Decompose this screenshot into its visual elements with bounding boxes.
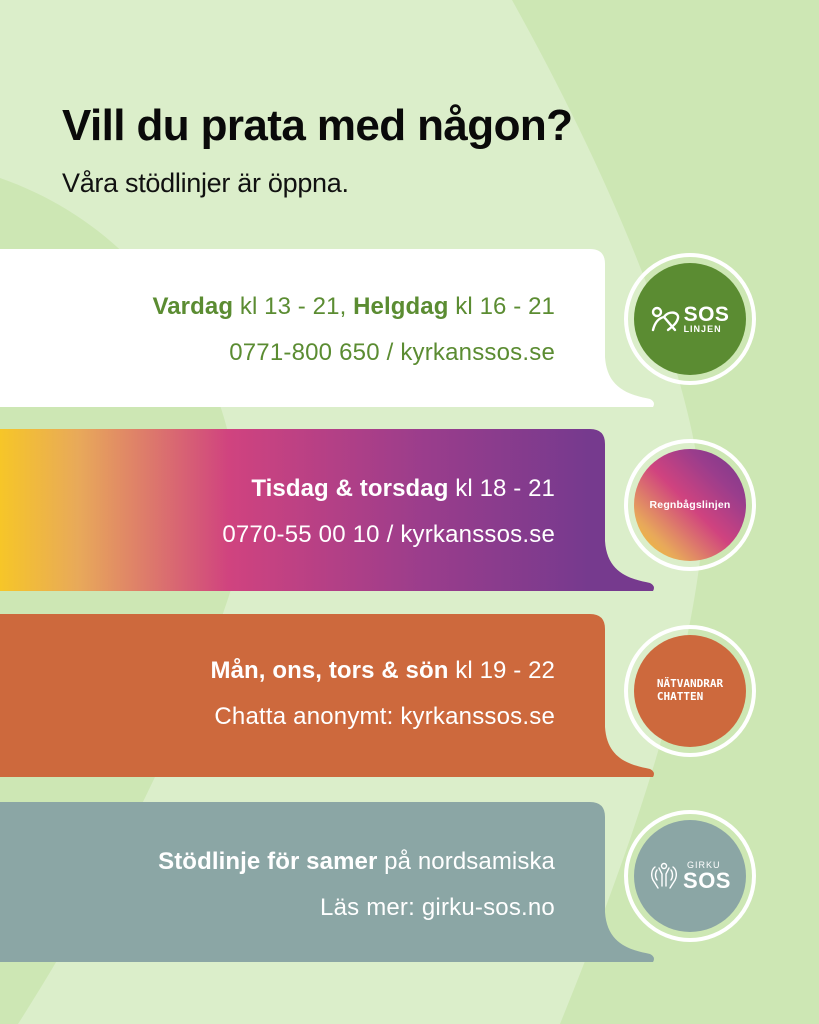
- logo-title: NÄTVANDRAR: [656, 677, 724, 691]
- contact-link[interactable]: Chatta anonymt: kyrkanssos.se: [214, 703, 555, 730]
- logo-title: SOS: [683, 867, 731, 893]
- support-line-sos-linjen: Vardag kl 13 - 21, Helgdag kl 16 - 21 07…: [0, 249, 660, 409]
- sos-linjen-logo[interactable]: SOS LINJEN: [624, 253, 756, 385]
- schedule-text: Tisdag & torsdag kl 18 - 21: [251, 475, 555, 502]
- schedule-text: Mån, ons, tors & sön kl 19 - 22: [210, 657, 555, 684]
- heart-people-icon: [651, 306, 679, 332]
- logo-title: Regnbågslinjen: [649, 499, 731, 511]
- speech-bubble-shape: [0, 429, 654, 591]
- speech-bubble-shape: [0, 614, 654, 777]
- support-line-natvandrarchatten: Mån, ons, tors & sön kl 19 - 22 Chatta a…: [0, 614, 660, 780]
- speech-bubble-shape: [0, 249, 654, 407]
- support-line-girku-sos: Stödlinje för samer på nordsamiska Läs m…: [0, 802, 660, 964]
- logo-title: SOS: [683, 303, 730, 326]
- page-subtitle: Våra stödlinjer är öppna.: [62, 168, 349, 198]
- regnbagslinjen-logo[interactable]: Regnbågslinjen: [624, 439, 756, 571]
- logo-subtitle: CHATTEN: [656, 690, 704, 703]
- page-title: Vill du prata med någon?: [62, 101, 573, 150]
- schedule-text: Vardag kl 13 - 21, Helgdag kl 16 - 21: [152, 293, 555, 320]
- speech-bubble-shape: [0, 802, 654, 962]
- support-line-regnbagslinjen: Tisdag & torsdag kl 18 - 21 0770-55 00 1…: [0, 429, 660, 594]
- natvandrarchatten-logo[interactable]: NÄTVANDRAR CHATTEN: [624, 625, 756, 757]
- schedule-text: Stödlinje för samer på nordsamiska: [158, 848, 555, 875]
- contact-link[interactable]: 0771-800 650 / kyrkanssos.se: [229, 339, 555, 366]
- contact-link[interactable]: 0770-55 00 10 / kyrkanssos.se: [222, 521, 555, 548]
- logo-subtitle: LINJEN: [683, 324, 722, 334]
- contact-link[interactable]: Läs mer: girku-sos.no: [320, 894, 555, 921]
- logo-subtitle: GIRKU: [687, 859, 721, 870]
- hands-person-icon: [651, 862, 678, 889]
- girku-sos-logo[interactable]: GIRKU SOS: [624, 810, 756, 942]
